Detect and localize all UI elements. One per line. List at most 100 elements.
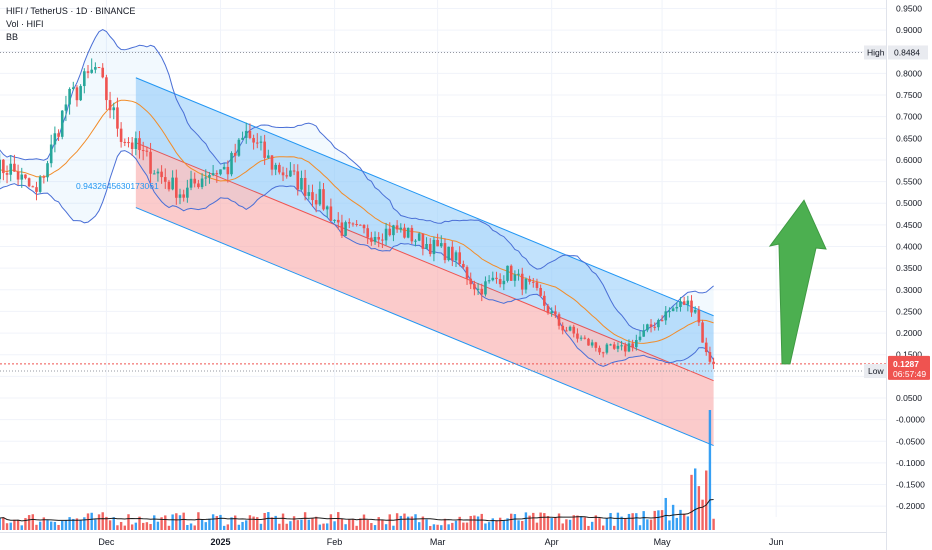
price-tick-label: -0.0500 bbox=[896, 436, 925, 446]
volume-bar bbox=[226, 524, 230, 530]
volume-bar bbox=[668, 520, 671, 530]
volume-bar bbox=[712, 518, 715, 530]
volume-bar bbox=[635, 513, 638, 530]
candle-body bbox=[403, 227, 406, 238]
candle-body bbox=[605, 344, 609, 353]
projection-arrow bbox=[768, 199, 827, 365]
candle-body bbox=[509, 265, 513, 281]
volume-bar bbox=[487, 522, 491, 530]
low-label-tag bbox=[864, 364, 886, 379]
volume-bar bbox=[263, 512, 266, 530]
time-axis[interactable]: Dec 2025 Feb Mar Apr May Jun bbox=[0, 532, 886, 548]
time-tick-label: Mar bbox=[430, 537, 446, 547]
candle-body bbox=[439, 243, 443, 247]
volume-bar bbox=[410, 516, 414, 530]
volume-bar bbox=[351, 518, 355, 530]
price-tick-label: 0.7500 bbox=[896, 90, 922, 100]
volume-bar bbox=[377, 517, 380, 530]
symbol-title[interactable]: HIFI / TetherUS · 1D · BINANCE bbox=[6, 6, 136, 16]
candle-body bbox=[285, 175, 289, 177]
volume-bar bbox=[289, 521, 292, 530]
volume-bar bbox=[370, 523, 373, 530]
low-label-text: Low bbox=[868, 366, 884, 376]
volume-bar bbox=[116, 525, 119, 530]
volume-bar bbox=[579, 516, 583, 530]
volume-bar bbox=[127, 514, 130, 530]
candle-body bbox=[5, 173, 9, 175]
price-tick-label: 0.5000 bbox=[896, 198, 922, 208]
volume-ma-line bbox=[0, 499, 714, 522]
price-tick-label: -0.1500 bbox=[896, 480, 925, 490]
volume-bar bbox=[510, 513, 513, 530]
candle-body bbox=[9, 163, 13, 175]
candle-body bbox=[708, 352, 712, 362]
volume-bar bbox=[296, 520, 299, 530]
candle-body bbox=[594, 342, 598, 348]
price-tick-label: 0.5500 bbox=[896, 177, 922, 187]
volume-bar bbox=[686, 516, 690, 530]
candle-body bbox=[539, 287, 542, 296]
channel-upper-zone bbox=[135, 77, 714, 381]
volume-bar bbox=[399, 515, 402, 530]
volume-bar bbox=[230, 517, 233, 530]
candle-body bbox=[230, 152, 233, 175]
volume-bar bbox=[649, 519, 653, 530]
volume-bar bbox=[204, 522, 207, 530]
candle-body bbox=[601, 352, 605, 354]
volume-bar bbox=[539, 512, 542, 530]
bb-fill bbox=[0, 29, 714, 367]
candle-body bbox=[255, 142, 259, 144]
volume-bar bbox=[175, 513, 178, 530]
volume-bar bbox=[90, 512, 93, 530]
price-axis[interactable]: 0.95000.90000.85000.80000.75000.70000.65… bbox=[864, 0, 932, 550]
candle-body bbox=[204, 177, 208, 179]
candle-body bbox=[642, 330, 645, 337]
volume-bar bbox=[219, 514, 222, 530]
volume-bar bbox=[568, 519, 572, 530]
volume-bar bbox=[513, 514, 517, 530]
price-tick-label: 0.9500 bbox=[896, 3, 922, 13]
volume-bar bbox=[53, 521, 57, 530]
volume-bar bbox=[234, 515, 237, 530]
volume-bar bbox=[664, 497, 667, 530]
overlays bbox=[0, 51, 886, 372]
candle-body bbox=[259, 141, 263, 143]
volume-bar bbox=[138, 516, 141, 530]
volume-bar bbox=[200, 519, 204, 530]
bb-indicator-label[interactable]: BB bbox=[6, 32, 19, 42]
candle-body bbox=[351, 223, 355, 225]
volume-bar bbox=[182, 512, 185, 530]
volume-indicator-label[interactable]: Vol · HIFI bbox=[6, 19, 44, 29]
volume-bar bbox=[705, 470, 708, 530]
up-arrow bbox=[768, 199, 827, 365]
candle-body bbox=[458, 252, 461, 264]
candle-body bbox=[108, 100, 112, 111]
candle-body bbox=[679, 301, 682, 308]
volume-bar bbox=[627, 513, 631, 530]
volume-bar bbox=[68, 517, 71, 530]
candle-body bbox=[222, 166, 226, 170]
candle-body bbox=[616, 345, 620, 349]
candle-body bbox=[506, 265, 509, 281]
candle-body bbox=[13, 163, 16, 172]
candle-body bbox=[682, 301, 686, 305]
volume-bar bbox=[189, 523, 193, 530]
volume-bar bbox=[156, 521, 160, 530]
price-tick-label: -0.2000 bbox=[896, 501, 925, 511]
volume-bar bbox=[101, 512, 104, 530]
volume-bar bbox=[94, 519, 97, 530]
candle-body bbox=[344, 222, 347, 236]
candle-body bbox=[480, 288, 484, 295]
candle-body bbox=[123, 141, 127, 143]
volume-bar bbox=[495, 520, 498, 530]
volume-bar bbox=[333, 521, 336, 530]
volume-bar bbox=[546, 516, 550, 530]
volume-bar bbox=[392, 525, 395, 530]
volume-bar bbox=[694, 468, 697, 530]
candle-body bbox=[428, 243, 432, 255]
volume-bar bbox=[208, 518, 211, 530]
candle-body bbox=[42, 176, 46, 178]
volume-bar bbox=[0, 518, 1, 530]
bollinger-bands bbox=[0, 29, 715, 367]
